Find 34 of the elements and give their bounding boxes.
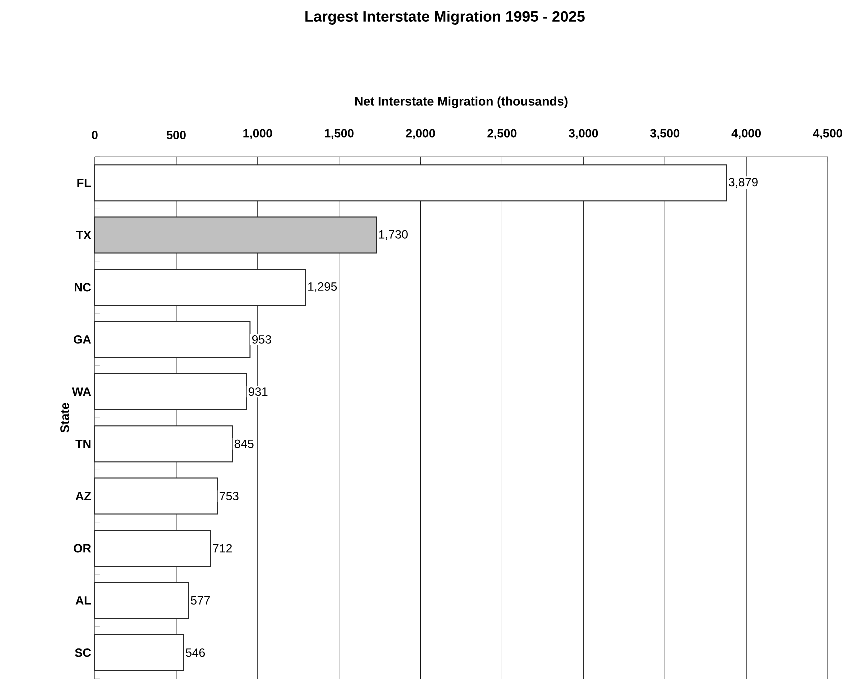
x-tick-label: 0 — [92, 131, 98, 140]
x-axis-title: Net Interstate Migration (thousands) — [355, 96, 568, 108]
data-label: 577 — [191, 596, 210, 605]
x-tick-label: 1,000 — [244, 129, 272, 140]
x-tick-label: 2,500 — [488, 129, 517, 140]
chart-title: Largest Interstate Migration 1995 - 2025 — [306, 10, 585, 25]
y-tick-label: AL — [76, 596, 92, 605]
x-tick-label: 2,000 — [406, 129, 436, 140]
data-label: 953 — [252, 335, 272, 344]
x-tick-label: 500 — [166, 131, 186, 140]
y-tick-label: NC — [75, 283, 92, 292]
y-axis-title: State — [60, 403, 70, 433]
x-tick-label: 1,500 — [325, 129, 354, 140]
y-tick-label: OR — [74, 544, 92, 553]
data-label: 712 — [213, 544, 232, 553]
data-label: 845 — [234, 440, 254, 448]
data-label: 1,730 — [379, 230, 408, 240]
y-tick-label: FL — [78, 178, 92, 188]
y-tick-label: TX — [76, 231, 92, 240]
x-tick-label: 4,500 — [813, 129, 842, 140]
x-tick-label: 4,000 — [732, 129, 762, 140]
y-tick-label: WA — [72, 388, 92, 396]
x-tick-label: 3,000 — [568, 129, 598, 140]
y-tick-label: TN — [76, 440, 91, 448]
y-tick-label: SC — [75, 648, 92, 658]
data-label: 1,295 — [308, 282, 338, 292]
x-tick-label: 3,500 — [650, 129, 680, 140]
bar — [94, 216, 378, 254]
data-label: 546 — [186, 648, 206, 658]
data-label: 931 — [248, 388, 268, 396]
data-label: 3,879 — [729, 178, 758, 188]
y-tick-label: GA — [74, 335, 92, 344]
y-tick-label: AZ — [76, 492, 92, 500]
data-label: 753 — [220, 492, 239, 501]
